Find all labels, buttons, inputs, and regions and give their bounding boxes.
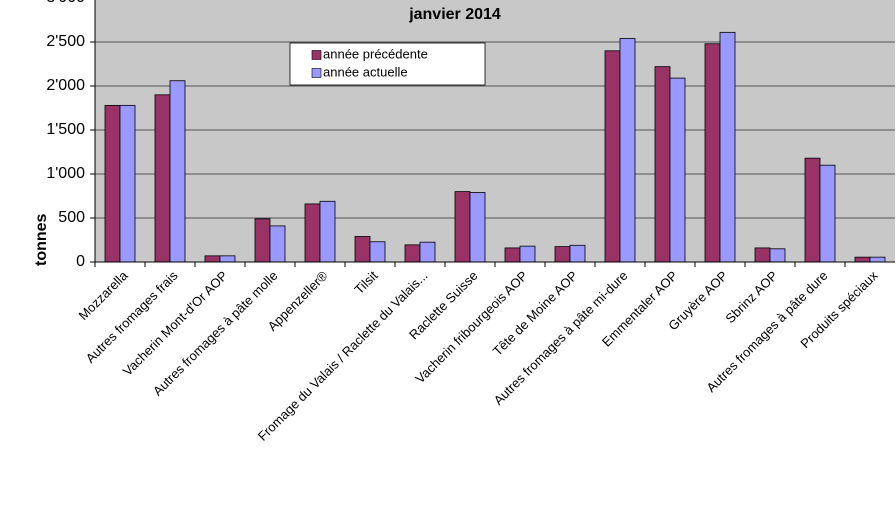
- bar: [604, 50, 621, 263]
- y-tick-label: 500: [58, 209, 85, 226]
- legend-label: année précédente: [323, 46, 428, 61]
- bar: [304, 203, 321, 263]
- bar: [154, 94, 171, 263]
- bar: [404, 244, 421, 263]
- y-tick-label: 1'000: [46, 165, 85, 182]
- bar: [419, 241, 436, 263]
- y-tick-label: 2'500: [46, 33, 85, 50]
- bar: [754, 247, 771, 263]
- bar: [254, 218, 271, 263]
- bar: [819, 164, 836, 263]
- plot-area: [95, 0, 895, 262]
- bar: [654, 66, 671, 263]
- bar: [119, 104, 136, 263]
- x-tick-label: Autres fromages frais: [83, 268, 181, 366]
- bar: [804, 157, 821, 263]
- bar: [504, 247, 521, 263]
- bar: [619, 38, 636, 263]
- bar: [519, 245, 536, 263]
- bar: [354, 236, 371, 263]
- bar: [854, 256, 871, 263]
- bar: [669, 77, 686, 263]
- x-tick-label: Tilsit: [351, 268, 380, 297]
- bar: [219, 255, 236, 263]
- y-tick-label: 2'000: [46, 77, 85, 94]
- legend-swatch: [311, 50, 322, 60]
- y-tick-label: 1'500: [46, 121, 85, 138]
- chart-title: janvier 2014: [408, 6, 501, 23]
- bar: [104, 104, 121, 263]
- bar: [704, 43, 721, 263]
- bar: [454, 191, 471, 263]
- bar: [554, 246, 571, 263]
- bar: [769, 248, 786, 263]
- bar: [204, 255, 221, 263]
- y-axis-label: tonnes: [33, 213, 50, 266]
- legend-swatch: [311, 68, 322, 78]
- bar: [719, 31, 736, 263]
- bar: [569, 244, 586, 263]
- legend-label: année actuelle: [323, 64, 408, 79]
- x-tick-label: Tête de Moine AOP: [490, 268, 581, 359]
- bar: [319, 200, 336, 263]
- y-tick-label: 0: [76, 253, 85, 270]
- legend-box: [289, 42, 486, 86]
- y-tick-label: 3'000: [46, 0, 85, 6]
- bar: [469, 192, 486, 263]
- x-tick-label: Fromage du Valais / Raclette du Valais..…: [255, 268, 431, 444]
- bar: [169, 80, 186, 263]
- bar: [869, 256, 886, 263]
- bar: [369, 241, 386, 263]
- bar: [269, 225, 286, 263]
